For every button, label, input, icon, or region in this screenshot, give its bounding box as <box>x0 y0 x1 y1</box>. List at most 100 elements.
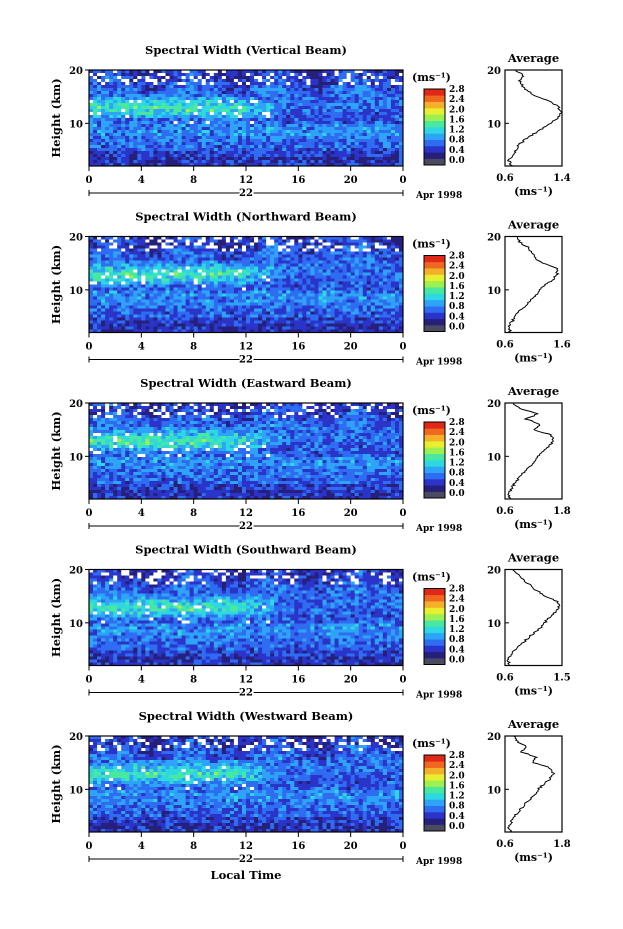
panel-5: Spectral Width (Westward Beam) 10 20 Height… <box>49 709 571 867</box>
colorbar-tick-label: 1.2 <box>449 126 465 136</box>
day-label: 22 <box>239 688 253 699</box>
x-tick-label: 8 <box>190 342 197 353</box>
colorbar-swatch <box>424 632 445 640</box>
colorbar-tick-label: 0.0 <box>449 156 465 166</box>
average-profile: Average 10 20 0.6 1.5(ms⁻¹) <box>487 551 571 698</box>
date-label: Apr 1998 <box>415 524 462 534</box>
panel-title: Spectral Width (Southward Beam) <box>135 543 357 557</box>
panel-title: Spectral Width (Eastward Beam) <box>140 376 352 390</box>
colorbar-frame <box>423 588 446 665</box>
colorbar-swatch <box>424 447 445 454</box>
colorbar-unit-label: (ms⁻¹) <box>412 238 451 251</box>
day-label: 22 <box>239 521 253 532</box>
colorbar-swatch <box>424 818 445 825</box>
average-title: Average <box>507 51 559 65</box>
average-frame <box>504 568 563 667</box>
spectral-width-heatmap <box>89 736 404 833</box>
colorbar-swatch <box>424 108 445 115</box>
x-tick-label: 8 <box>190 175 197 186</box>
colorbar-tick-label: 1.2 <box>449 792 465 802</box>
y-tick-label: 10 <box>69 785 83 796</box>
avg-x-axis-label: (ms⁻¹) <box>514 185 553 198</box>
colorbar-tick-label: 2.8 <box>449 751 465 761</box>
colorbar-tick-label: 2.0 <box>449 105 465 115</box>
colorbar-swatch <box>424 601 445 608</box>
y-axis-label: Height (km) <box>49 245 63 324</box>
x-tick-label: 4 <box>138 175 145 186</box>
colorbar-unit-label: (ms⁻¹) <box>412 71 451 84</box>
colorbar-tick-label: 0.4 <box>449 645 465 655</box>
colorbar-tick-label: 0.0 <box>449 822 465 832</box>
spectral-width-heatmap <box>89 569 404 666</box>
x-tick-label: 0 <box>400 508 407 519</box>
x-tick-label: 20 <box>344 175 358 186</box>
colorbar-swatch <box>424 767 445 775</box>
colorbar-swatch <box>424 594 445 602</box>
colorbar-tick-label: 2.8 <box>449 585 465 595</box>
colorbar-swatch <box>424 651 445 659</box>
average-line <box>506 69 563 167</box>
x-tick-label: 0 <box>86 508 93 519</box>
x-tick-label: 12 <box>239 841 253 852</box>
colorbar-frame <box>423 754 446 832</box>
x-tick-label: 12 <box>239 675 253 686</box>
x-tick-label: 8 <box>190 508 197 519</box>
colorbar-tick-label: 2.4 <box>449 262 465 272</box>
colorbar-swatch <box>424 774 445 781</box>
colorbar-swatch <box>424 306 445 313</box>
colorbar-swatch <box>424 293 445 301</box>
colorbar-swatch <box>424 639 445 646</box>
date-label: Apr 1998 <box>415 691 462 701</box>
colorbar-tick-label: 0.4 <box>449 812 465 822</box>
avg-y-tick-label: 20 <box>487 399 501 410</box>
avg-y-tick-label: 10 <box>487 452 501 463</box>
y-axis-label: Height (km) <box>49 578 63 657</box>
avg-x-tick-label: 0.6 <box>496 839 513 850</box>
colorbar-swatch <box>424 799 445 806</box>
avg-x-tick-label: 1.4 <box>553 173 570 184</box>
avg-x-axis-label: (ms⁻¹) <box>514 685 553 698</box>
colorbar-swatch <box>424 280 445 288</box>
x-tick-label: 0 <box>400 675 407 686</box>
avg-x-tick-label: 1.8 <box>553 506 570 517</box>
colorbar-swatch <box>424 139 445 147</box>
average-line <box>507 403 555 500</box>
panel-title: Spectral Width (Northward Beam) <box>135 210 357 224</box>
colorbar-swatch <box>424 101 445 109</box>
colorbar-tick-label: 0.8 <box>449 302 465 312</box>
colorbar-swatch <box>424 422 445 429</box>
colorbar-swatch <box>424 805 445 813</box>
avg-y-tick-label: 10 <box>487 785 501 796</box>
colorbar-swatch <box>424 325 445 332</box>
colorbar-swatch <box>424 613 445 621</box>
colorbar-swatch <box>424 485 445 492</box>
x-tick-label: 20 <box>344 841 358 852</box>
y-tick-label: 10 <box>69 119 83 130</box>
colorbar-unit-label: (ms⁻¹) <box>412 404 451 417</box>
panel-3: Spectral Width (Eastward Beam) 10 20 Height… <box>49 376 571 534</box>
spectral-width-heatmap <box>89 403 404 500</box>
colorbar-swatch <box>424 479 445 486</box>
colorbar-tick-label: 1.2 <box>449 292 465 302</box>
average-frame <box>504 735 563 833</box>
colorbar-swatch <box>424 120 445 128</box>
x-tick-label: 0 <box>86 675 93 686</box>
colorbar-swatch <box>424 255 445 263</box>
x-tick-label: 12 <box>239 342 253 353</box>
y-tick-label: 20 <box>69 399 83 410</box>
x-tick-label: 12 <box>239 508 253 519</box>
colorbar-swatch <box>424 89 445 96</box>
avg-y-tick-label: 20 <box>487 66 501 77</box>
colorbar-tick-label: 1.6 <box>449 615 465 625</box>
colorbar-swatch <box>424 645 445 653</box>
colorbar-swatch <box>424 588 445 596</box>
colorbar-swatch <box>424 453 445 461</box>
day-label: 22 <box>239 854 253 865</box>
colorbar-swatch <box>424 491 445 499</box>
colorbar-tick-label: 2.0 <box>449 438 465 448</box>
x-tick-label: 4 <box>138 841 145 852</box>
y-tick-label: 20 <box>69 66 83 77</box>
colorbar-swatch <box>424 268 445 275</box>
colorbar-tick-label: 0.0 <box>449 489 465 499</box>
avg-y-tick-label: 10 <box>487 619 501 630</box>
